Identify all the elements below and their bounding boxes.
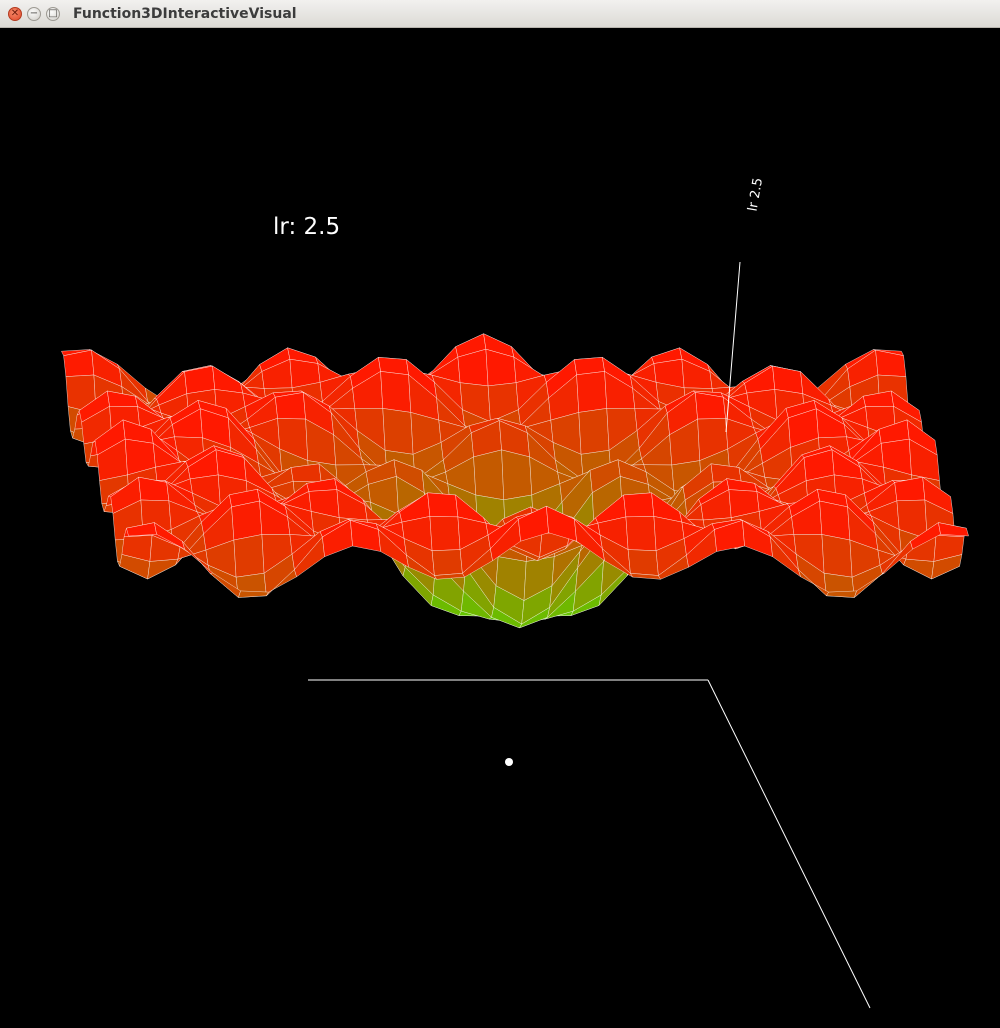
mesh-cell bbox=[473, 449, 505, 501]
mesh-cell bbox=[825, 590, 857, 598]
mesh-cell bbox=[819, 500, 851, 541]
mesh-cell bbox=[231, 500, 263, 541]
window-title: Function3DInteractiveVisual bbox=[73, 6, 297, 22]
close-icon[interactable]: ✕ bbox=[8, 7, 22, 21]
axis-line-vertical bbox=[725, 261, 741, 433]
mesh-cell bbox=[429, 516, 461, 551]
axis-tag: lr 2.5 bbox=[746, 177, 767, 213]
mesh-cell bbox=[380, 371, 412, 413]
mesh-cell bbox=[627, 549, 659, 576]
mesh-cell bbox=[623, 492, 655, 518]
origin-marker bbox=[505, 758, 513, 766]
mesh-cell bbox=[821, 534, 853, 578]
mesh-cell bbox=[382, 408, 414, 455]
mesh-cell bbox=[431, 549, 463, 576]
minimize-icon[interactable]: − bbox=[27, 7, 41, 21]
axis-line-diagonal bbox=[707, 679, 871, 1009]
maximize-icon[interactable]: □ bbox=[46, 7, 60, 21]
surface-mesh bbox=[61, 333, 969, 629]
title-bar[interactable]: ✕ − □ Function3DInteractiveVisual bbox=[0, 0, 1000, 28]
axes: lr 2.5 bbox=[308, 177, 871, 1009]
mesh-cell bbox=[576, 371, 608, 413]
mesh-cell bbox=[938, 522, 969, 537]
mesh-cell bbox=[625, 516, 657, 551]
mesh-cell bbox=[212, 365, 244, 394]
mesh-cell bbox=[147, 558, 179, 580]
mesh-cell bbox=[427, 492, 459, 518]
mesh-cell bbox=[275, 392, 306, 420]
mesh-cell bbox=[238, 590, 270, 598]
mesh-cell bbox=[578, 408, 610, 455]
param-label: lr: 2.5 bbox=[273, 214, 341, 240]
mesh-cell bbox=[903, 558, 935, 580]
mesh-cell bbox=[501, 449, 533, 501]
mesh-cell bbox=[233, 534, 265, 578]
